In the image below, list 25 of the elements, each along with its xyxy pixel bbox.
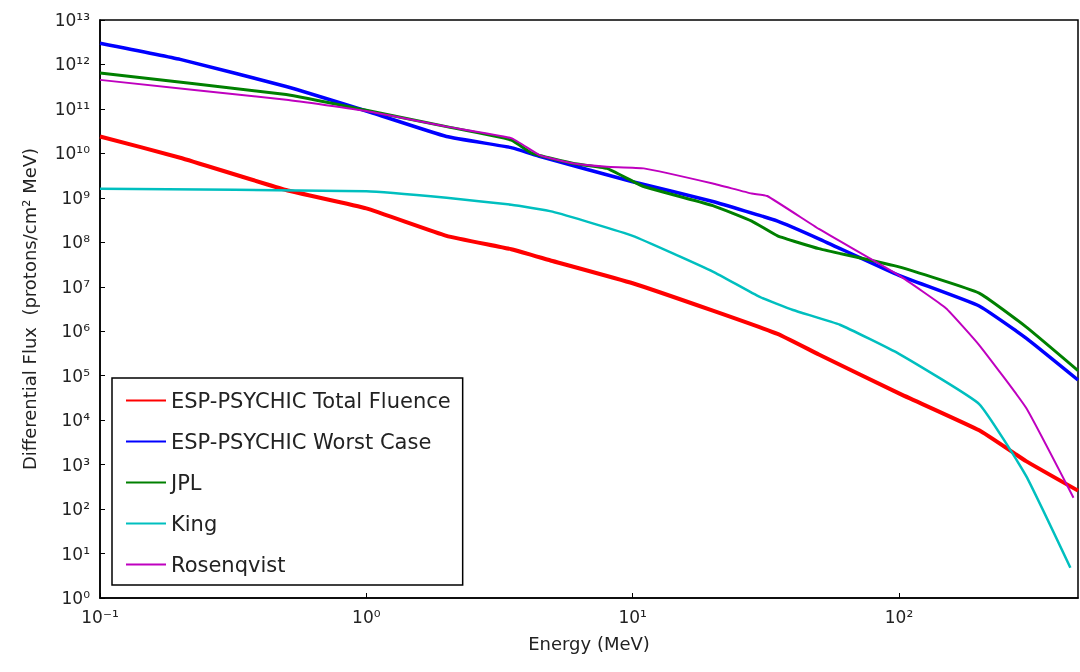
legend-label: Rosenqvist [171, 552, 286, 577]
x-tick-label: 10¹ [618, 606, 647, 627]
y-tick-label: 10¹³ [54, 10, 90, 30]
legend-label: King [171, 511, 218, 536]
y-tick-label: 10⁷ [61, 276, 91, 297]
y-tick-label: 10¹⁰ [54, 143, 91, 164]
x-tick-label: 10⁻¹ [81, 606, 119, 627]
y-tick-label: 10¹² [54, 54, 90, 75]
y-tick-label: 10² [61, 499, 90, 520]
y-tick-label: 10⁹ [61, 187, 91, 208]
x-tick-label: 10² [884, 606, 914, 627]
x-axis-title: Energy (MeV) [528, 632, 650, 654]
y-tick-label: 10⁶ [61, 321, 91, 342]
y-tick-label: 10¹¹ [54, 98, 90, 119]
y-tick-label: 10³ [61, 454, 90, 475]
legend-label: ESP-PSYCHIC Worst Case [171, 429, 432, 454]
y-tick-label: 10¹ [61, 543, 90, 564]
legend-label: JPL [169, 470, 202, 495]
y-tick-label: 10⁸ [61, 232, 91, 253]
legend-label: ESP-PSYCHIC Total Fluence [171, 388, 451, 413]
y-tick-label: 10⁴ [61, 410, 91, 431]
y-tick-label: 10⁰ [61, 588, 91, 608]
y-tick-label: 10⁵ [61, 365, 90, 386]
x-tick-label: 10⁰ [352, 606, 381, 627]
y-axis-title: Differential Flux (protons/cm² MeV) [18, 147, 40, 471]
